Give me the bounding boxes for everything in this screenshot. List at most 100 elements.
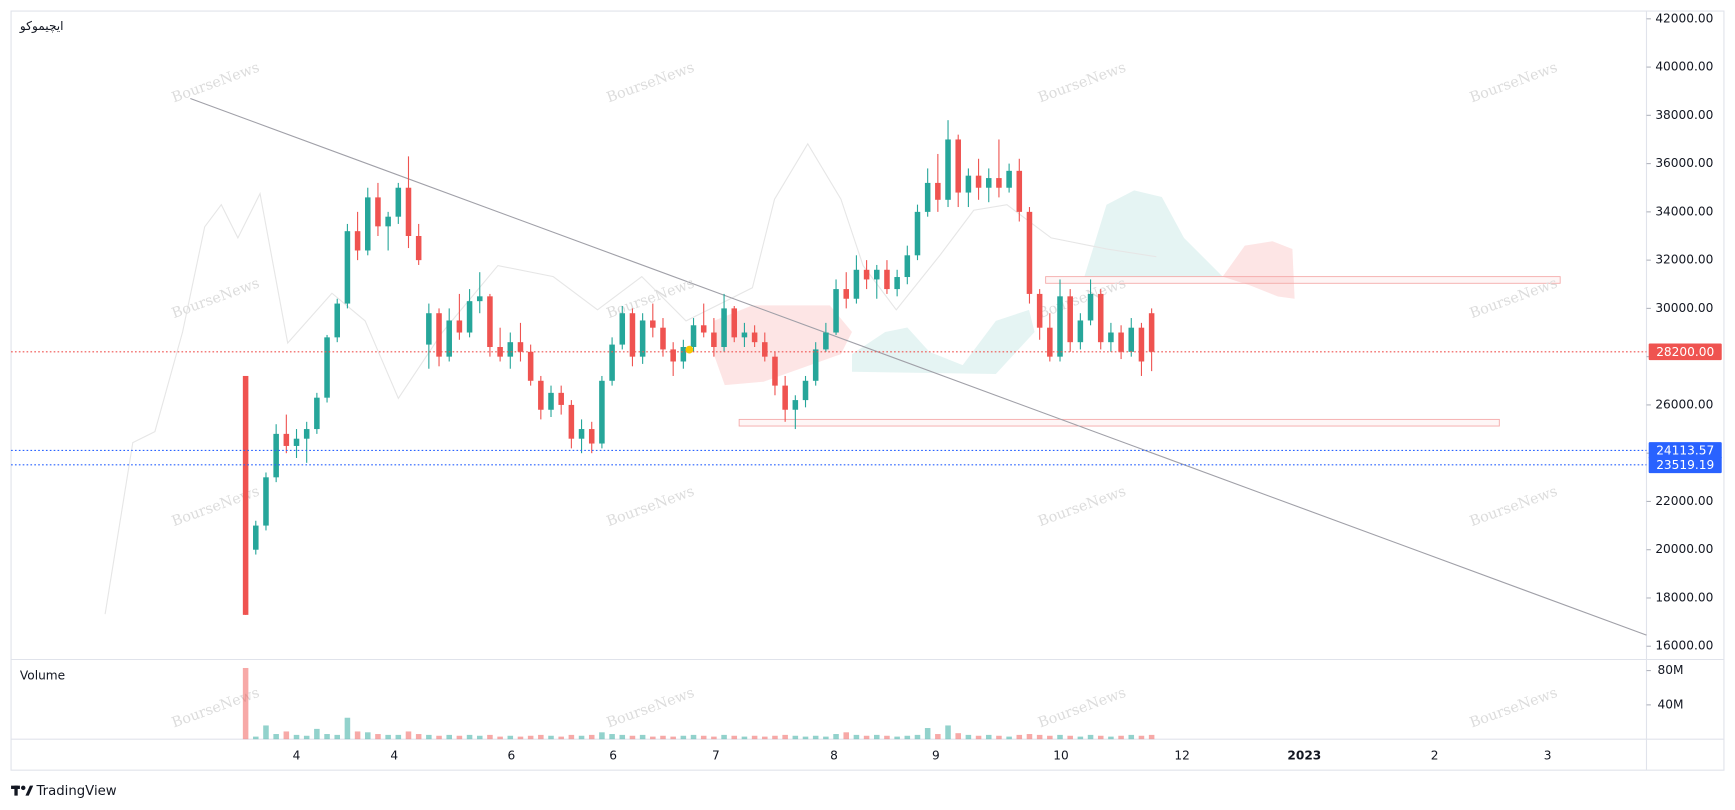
- ichimoku-line: [104, 142, 1157, 615]
- price-label: 24113.57: [1656, 443, 1714, 457]
- marker-dot: [685, 345, 694, 354]
- candle-body: [426, 313, 432, 345]
- candle-body: [538, 380, 544, 410]
- candle-body: [1128, 327, 1135, 352]
- volume-bar: [965, 734, 972, 740]
- volume-bar: [731, 735, 738, 740]
- volume-bar: [548, 735, 554, 740]
- candle-body: [334, 303, 340, 338]
- logo: [11, 785, 34, 796]
- volume-bar: [1128, 734, 1135, 740]
- volume-tick-label: 80M: [1658, 663, 1684, 677]
- volume-bar: [527, 735, 534, 740]
- candle-body: [1026, 211, 1033, 294]
- volume-bar: [670, 736, 676, 740]
- volume-bar: [558, 736, 564, 740]
- volume-bar: [884, 735, 890, 740]
- candle-body: [568, 404, 575, 439]
- candle-body: [690, 325, 697, 348]
- candle-body: [314, 397, 320, 430]
- volume-bar: [1097, 735, 1104, 740]
- candle-body: [1067, 296, 1073, 343]
- volume-bar: [924, 728, 931, 740]
- candle-body: [894, 277, 900, 290]
- volume-bar: [334, 734, 340, 740]
- candle-body: [924, 182, 931, 212]
- volume-bar: [823, 736, 829, 740]
- candle-body: [466, 301, 473, 333]
- volume-bar: [466, 734, 473, 740]
- candle-body: [762, 342, 768, 357]
- candle-body: [456, 320, 463, 333]
- volume-bar: [660, 735, 666, 740]
- volume-bar: [263, 725, 269, 740]
- y-tick-label: 42000.00: [1655, 11, 1713, 25]
- candle-body: [263, 477, 269, 526]
- candle-body: [588, 429, 595, 444]
- price-label-bg: [1648, 456, 1722, 474]
- cloud-green: [852, 309, 1035, 375]
- volume-bar: [680, 735, 687, 740]
- volume-bar: [1047, 735, 1053, 740]
- cloud-red: [1222, 241, 1295, 299]
- volume-bar: [253, 736, 259, 740]
- volume-bar: [772, 735, 778, 740]
- candle-body: [283, 433, 290, 446]
- volume-bar: [762, 736, 768, 740]
- x-tick-label: 12: [1174, 748, 1189, 762]
- cloud-red: [713, 305, 853, 386]
- candle-body: [1087, 293, 1094, 321]
- candle-body: [874, 269, 880, 280]
- volume-bar: [415, 734, 422, 740]
- candle-body: [904, 255, 911, 278]
- volume-bar: [588, 734, 595, 740]
- volume-bar: [650, 736, 656, 740]
- candle-body: [1138, 327, 1145, 362]
- y-tick-label: 40000.00: [1655, 60, 1713, 74]
- volume-bar: [1016, 734, 1023, 740]
- volume-bar: [1026, 734, 1033, 740]
- candle-body: [253, 525, 259, 550]
- volume-bar: [914, 734, 921, 740]
- candle-body: [1097, 293, 1104, 343]
- volume-bar: [1108, 736, 1114, 740]
- price-label-bg: [1648, 442, 1722, 459]
- candle-body: [731, 308, 738, 338]
- volume-bar: [874, 734, 880, 740]
- y-tick-label: 30000.00: [1655, 301, 1713, 315]
- x-tick-label: 4: [293, 748, 301, 762]
- x-tick-label: 10: [1053, 748, 1068, 762]
- candle-body: [507, 342, 514, 357]
- y-tick-label: 18000.00: [1655, 590, 1713, 604]
- candle-body: [375, 197, 381, 227]
- volume-bar: [955, 733, 961, 740]
- candle-body: [670, 349, 676, 362]
- candle-body: [344, 231, 351, 304]
- volume-bar: [578, 735, 585, 740]
- volume-bar: [802, 736, 809, 740]
- candle-body: [609, 344, 615, 381]
- volume-bar: [599, 732, 605, 740]
- volume-bar: [507, 735, 514, 740]
- candle-body: [812, 349, 819, 381]
- candle-body: [823, 332, 829, 350]
- candle-body: [517, 342, 524, 352]
- candle-body: [650, 320, 656, 328]
- volume-bar: [945, 725, 951, 740]
- volume-bar: [1087, 734, 1094, 740]
- y-tick-label: 22000.00: [1655, 494, 1713, 508]
- price-label: 23519.19: [1656, 458, 1714, 472]
- candle-body: [354, 231, 361, 251]
- candle-body: [324, 337, 330, 398]
- volume-bar: [354, 731, 361, 740]
- volume-bar: [751, 735, 758, 740]
- volume-bar: [975, 735, 982, 740]
- volume-bar: [639, 734, 646, 740]
- volume-bar: [894, 736, 900, 740]
- volume-bar: [700, 735, 707, 740]
- candle-body: [1006, 170, 1012, 188]
- volume-bar: [690, 734, 697, 740]
- candle-body: [446, 320, 452, 357]
- volume-bar: [426, 734, 432, 740]
